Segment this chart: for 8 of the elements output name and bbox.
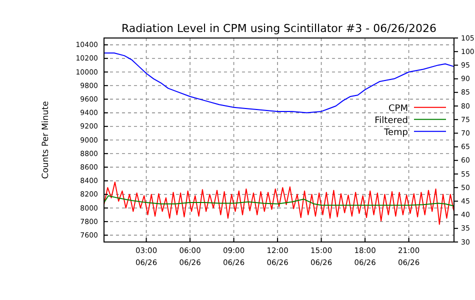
line-series [104, 195, 454, 206]
legend-label: Temp [383, 128, 408, 138]
legend-label: CPM [388, 104, 408, 114]
line-series [104, 52, 454, 114]
chart-title: Radiation Level in CPM using Scintillator #3 - 06/26/2026 [122, 22, 436, 35]
line-series [104, 182, 454, 225]
y-axis-title: Counts Per Minute [41, 101, 51, 179]
legend-label: Filtered [374, 116, 408, 126]
